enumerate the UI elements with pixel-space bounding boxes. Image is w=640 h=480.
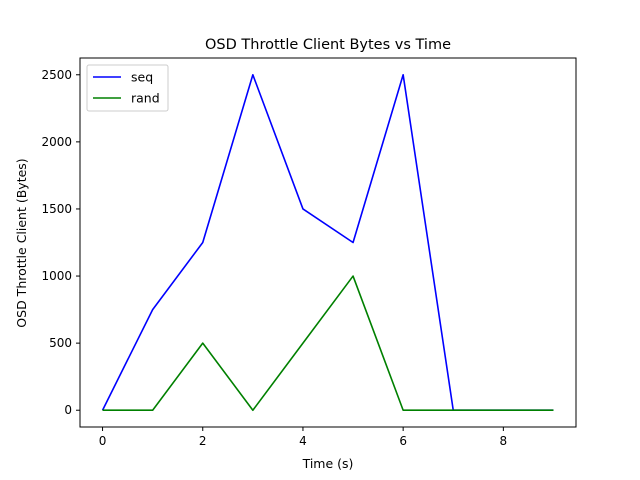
plot-area: 0 2 4 6 8 0 500 1000 1500 2000 2500 [41,57,577,448]
legend-label-rand: rand [131,91,160,106]
y-tick-label: 2000 [41,135,72,149]
y-axis-label: OSD Throttle Client (Bytes) [14,158,29,327]
x-axis-ticks: 0 2 4 6 8 [99,427,507,448]
series-layer [101,73,554,412]
x-tick-label: 4 [299,434,307,448]
series-line-rand [102,275,554,412]
y-tick-label: 500 [49,336,72,350]
chart-title: OSD Throttle Client Bytes vs Time [205,37,451,53]
x-tick-label: 6 [399,434,407,448]
x-axis-label: Time (s) [302,456,354,471]
y-tick-label: 2500 [41,68,72,82]
y-axis-ticks: 0 500 1000 1500 2000 2500 [41,68,80,417]
x-tick-label: 0 [99,434,107,448]
y-tick-label: 1000 [41,269,72,283]
plot-frame [79,57,577,428]
legend-label-seq: seq [131,70,153,85]
y-tick-label: 0 [64,403,72,417]
y-tick-label: 1500 [41,202,72,216]
x-tick-label: 8 [500,434,508,448]
legend: seq rand [86,64,169,112]
x-tick-label: 2 [199,434,207,448]
